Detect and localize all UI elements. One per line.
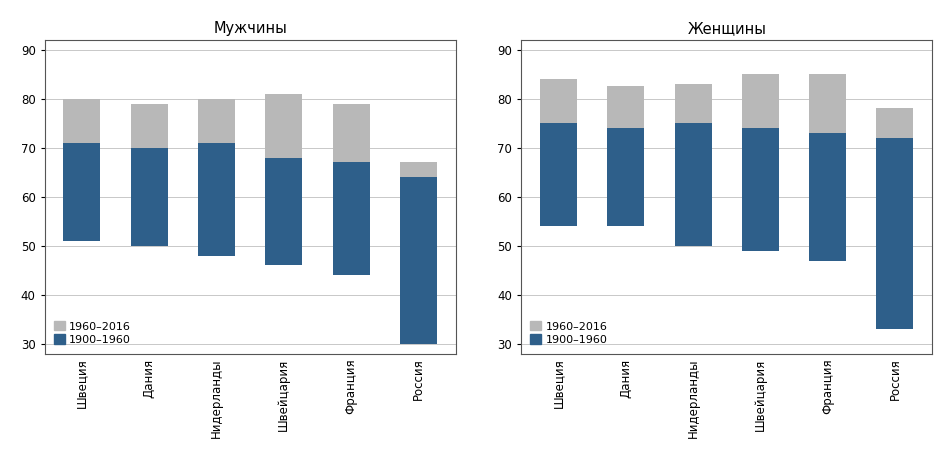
Bar — [674, 84, 711, 123]
Bar — [400, 177, 437, 344]
Bar — [64, 143, 100, 241]
Bar — [130, 148, 168, 246]
Bar — [400, 162, 437, 177]
Title: Мужчины: Мужчины — [213, 21, 287, 36]
Title: Женщины: Женщины — [686, 21, 765, 36]
Bar — [808, 74, 845, 133]
Bar — [606, 86, 644, 128]
Bar — [64, 99, 100, 143]
Bar — [332, 104, 369, 162]
Bar — [876, 108, 913, 138]
Bar — [808, 133, 845, 261]
Bar — [332, 162, 369, 275]
Bar — [540, 123, 576, 226]
Bar — [198, 99, 235, 143]
Bar — [741, 74, 778, 128]
Bar — [674, 123, 711, 246]
Bar — [540, 79, 576, 123]
Bar — [265, 157, 302, 265]
Bar — [130, 104, 168, 148]
Legend: 1960–2016, 1900–1960: 1960–2016, 1900–1960 — [50, 318, 134, 348]
Bar — [876, 138, 913, 329]
Legend: 1960–2016, 1900–1960: 1960–2016, 1900–1960 — [526, 318, 610, 348]
Bar — [198, 143, 235, 256]
Bar — [606, 128, 644, 226]
Bar — [741, 128, 778, 251]
Bar — [265, 94, 302, 157]
